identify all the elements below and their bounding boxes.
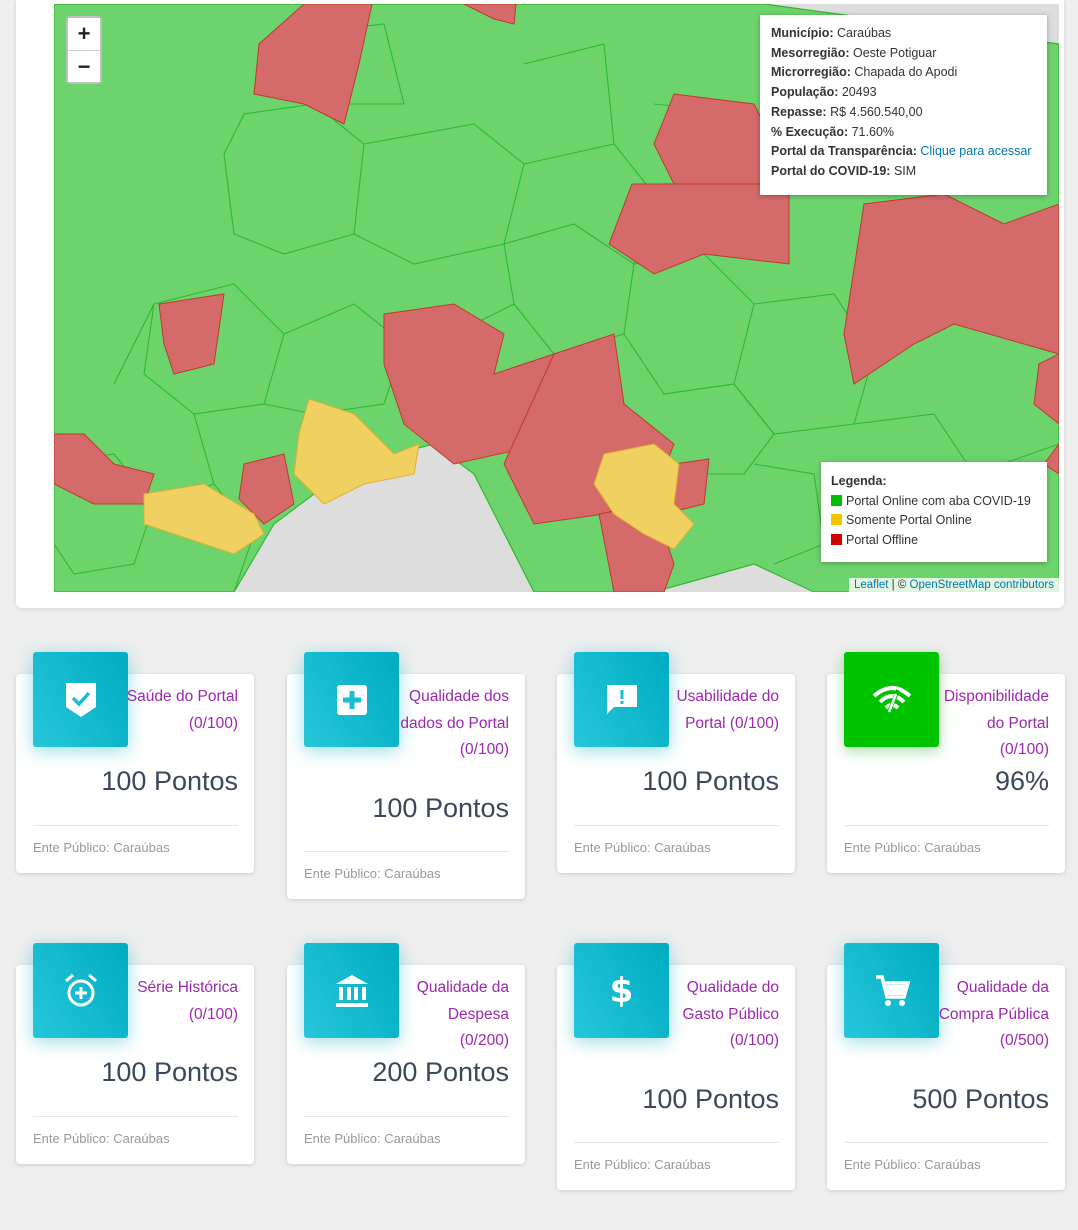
osm-link[interactable]: OpenStreetMap contributors [909,579,1054,591]
card-footer: Ente Público: Caraúbas [304,1116,509,1146]
card-value: 100 Pontos [372,793,509,823]
region-red-north[interactable] [253,4,373,125]
info-label: Repasse: [771,104,827,119]
card-value: 100 Pontos [101,1057,238,1087]
region-red-east[interactable] [843,193,1059,385]
card-footer: Ente Público: Caraúbas [844,825,1049,855]
leaflet-link[interactable]: Leaflet [853,579,889,591]
card-footer: Ente Público: Caraúbas [574,825,779,855]
card-category: Qualidade do Gasto Público (0/100) [682,979,780,1049]
stat-card-usabilidade: Usabilidade do Portal (0/100) 100 Pontos… [557,652,795,873]
card-category: Saúde do Portal (0/100) [126,688,238,732]
municipality-info-panel: Município: Caraúbas Mesorregião: Oeste P… [760,15,1047,195]
legend-swatch-red [831,534,842,546]
info-execucao: % Execução: 71.60% [771,123,1036,143]
info-value: Oeste Potiguar [852,45,937,60]
info-value: 20493 [841,85,877,100]
card-value: 96% [994,766,1049,796]
card-footer: Ente Público: Caraúbas [33,825,238,855]
info-label: % Execução: [771,124,849,139]
stat-card-qualidade-compra: Qualidade da Compra Pública (0/500) 500 … [827,943,1065,1190]
legend-label: Portal Online com aba COVID-19 [846,493,1031,508]
regions-offline[interactable] [54,4,1059,592]
card-footer: Ente Público: Caraúbas [304,851,509,881]
card-value: 500 Pontos [912,1084,1049,1114]
info-label: Portal da Transparência: [771,144,917,159]
info-label: Microrregião: [771,65,851,80]
card-category: Série Histórica (0/100) [137,979,238,1023]
zoom-in-button[interactable]: + [68,18,100,50]
dollar-icon: $ [574,943,669,1038]
medical-plus-icon [304,652,399,747]
info-value: 71.60% [851,124,895,139]
info-label: Município: [771,26,834,40]
legend-swatch-yellow [831,514,842,526]
map-legend: Legenda: Portal Online com aba COVID-19 … [821,462,1047,562]
alarm-add-icon [33,943,128,1038]
info-municipio: Município: Caraúbas [771,24,1036,44]
card-category: Usabilidade do Portal (0/100) [676,688,779,732]
legend-item: Portal Online com aba COVID-19 [831,492,1037,512]
info-mesorregiao: Mesorregião: Oeste Potiguar [771,44,1036,64]
zoom-control: + − [66,16,102,84]
info-label: Mesorregião: [771,45,850,60]
card-value: 100 Pontos [642,766,779,796]
verified-shield-icon [33,652,128,747]
info-microrregiao: Microrregião: Chapada do Apodi [771,63,1036,83]
wifi-signal-icon [844,652,939,747]
card-category: Disponibilidade do Portal (0/100) [943,688,1049,758]
info-repasse: Repasse: R$ 4.560.540,00 [771,103,1036,123]
stat-card-qualidade-despesa: Qualidade da Despesa (0/200) 200 Pontos … [287,943,525,1164]
card-category: Qualidade dos dados do Portal (0/100) [400,688,509,758]
attribution-separator: | © [888,579,910,591]
card-footer: Ente Público: Caraúbas [574,1142,779,1172]
choropleth-map[interactable]: + − Município: Caraúbas Mesorregião: Oes… [54,4,1059,592]
card-value: 200 Pontos [372,1057,509,1087]
info-value: Caraúbas [836,26,892,40]
legend-item: Portal Offline [831,531,1037,551]
zoom-out-button[interactable]: − [68,50,100,82]
regions-portal-only[interactable] [143,398,695,555]
legend-label: Portal Offline [846,533,919,548]
info-value: Chapada do Apodi [854,65,958,80]
feedback-icon [574,652,669,747]
info-label: Portal do COVID-19: [771,163,891,178]
legend-title: Legenda: [831,474,887,488]
bank-icon [304,943,399,1038]
info-label: População: [771,85,839,100]
info-value: R$ 4.560.540,00 [830,104,923,119]
stat-card-qualidade-gasto: $ Qualidade do Gasto Público (0/100) 100… [557,943,795,1190]
legend-swatch-green [831,494,842,506]
legend-label: Somente Portal Online [846,513,972,528]
map-card: + − Município: Caraúbas Mesorregião: Oes… [16,0,1064,608]
card-value: 100 Pontos [101,766,238,796]
card-footer: Ente Público: Caraúbas [844,1142,1049,1172]
portal-link[interactable]: Clique para acessar [920,144,1032,159]
stat-card-qualidade-dados: Qualidade dos dados do Portal (0/100) 10… [287,652,525,899]
shopping-cart-icon [844,943,939,1038]
card-category: Qualidade da Compra Pública (0/500) [938,979,1049,1049]
stat-card-disponibilidade: Disponibilidade do Portal (0/100) 96% En… [827,652,1065,873]
map-attribution: Leaflet | © OpenStreetMap contributors [848,578,1059,592]
info-covid: Portal do COVID-19: SIM [771,162,1036,182]
info-portal: Portal da Transparência: Clique para ace… [771,142,1036,162]
card-category: Qualidade da Despesa (0/200) [416,979,509,1049]
card-footer: Ente Público: Caraúbas [33,1116,238,1146]
legend-item: Somente Portal Online [831,511,1037,531]
stat-card-saude: Saúde do Portal (0/100) 100 Pontos Ente … [16,652,254,873]
stat-card-serie-historica: Série Histórica (0/100) 100 Pontos Ente … [16,943,254,1164]
info-value: SIM [893,163,917,178]
card-value: 100 Pontos [642,1084,779,1114]
info-populacao: População: 20493 [771,83,1036,103]
